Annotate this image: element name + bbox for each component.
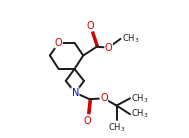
- Text: CH$_3$: CH$_3$: [122, 33, 139, 45]
- Text: N: N: [72, 88, 79, 98]
- Text: CH$_3$: CH$_3$: [131, 108, 148, 120]
- Text: O: O: [100, 93, 108, 103]
- Text: O: O: [105, 43, 112, 53]
- Text: CH$_3$: CH$_3$: [108, 121, 125, 134]
- Text: O: O: [84, 116, 91, 125]
- Text: CH$_3$: CH$_3$: [131, 92, 148, 105]
- Text: O: O: [87, 21, 94, 31]
- Text: O: O: [55, 38, 62, 48]
